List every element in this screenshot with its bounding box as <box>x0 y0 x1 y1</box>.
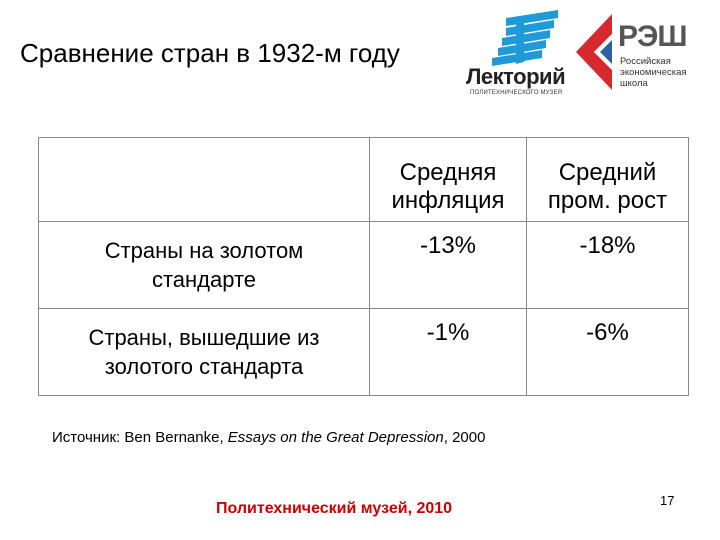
res-subtitle-line: школа <box>620 78 648 89</box>
footer-text: Политехнический музей, 2010 <box>216 500 453 517</box>
header-line: инфляция <box>391 187 505 214</box>
slide-title: Сравнение стран в 1932-м году <box>20 38 400 68</box>
row-label-line: стандарте <box>151 267 257 292</box>
table-row: Страны на золотом стандарте -13% -18% <box>38 221 689 309</box>
header-line: Средний <box>558 159 657 186</box>
source-prefix: Источник: Ben Bernanke, <box>52 429 228 446</box>
row-label-line: Страны, вышедшие из <box>88 325 320 350</box>
lectorium-logo-icon <box>492 10 558 66</box>
comparison-table: Средняя инфляция Средний пром. рост Стра… <box>38 137 689 396</box>
inflation-value: -13% <box>369 221 527 309</box>
lectorium-logo-subtitle: ПОЛИТЕХНИЧЕСКОГО МУЗЕЯ <box>470 90 563 96</box>
res-logo-icon <box>576 14 612 90</box>
growth-value: -6% <box>526 308 689 396</box>
source-suffix: , 2000 <box>443 429 486 446</box>
header-line: Средняя <box>399 159 497 186</box>
row-label-line: золотого стандарта <box>104 354 304 379</box>
table-header-inflation: Средняя инфляция <box>369 137 527 222</box>
table-header-growth: Средний пром. рост <box>526 137 689 222</box>
lectorium-logo-text: Лекторий <box>466 64 566 89</box>
inflation-value: -1% <box>369 308 527 396</box>
row-label-line: Страны на золотом <box>104 238 304 263</box>
growth-value: -18% <box>526 221 689 309</box>
header-line: пром. рост <box>547 187 668 214</box>
res-subtitle-line: экономическая <box>620 67 687 78</box>
res-logo-text: РЭШ <box>618 20 687 53</box>
res-subtitle-line: Российская <box>620 56 671 67</box>
source-book-title: Essays on the Great Depression <box>227 429 444 446</box>
row-label: Страны на золотом стандарте <box>38 221 370 309</box>
table-row: Страны, вышедшие из золотого стандарта -… <box>38 308 689 396</box>
res-logo-subtitle: Российская экономическая школа <box>620 56 720 89</box>
row-label: Страны, вышедшие из золотого стандарта <box>38 308 370 396</box>
page-number: 17 <box>660 493 675 508</box>
table-header-row: Средняя инфляция Средний пром. рост <box>38 137 689 222</box>
table-header-empty <box>38 137 370 222</box>
source-citation: Источник: Ben Bernanke, Essays on the Gr… <box>52 429 485 446</box>
